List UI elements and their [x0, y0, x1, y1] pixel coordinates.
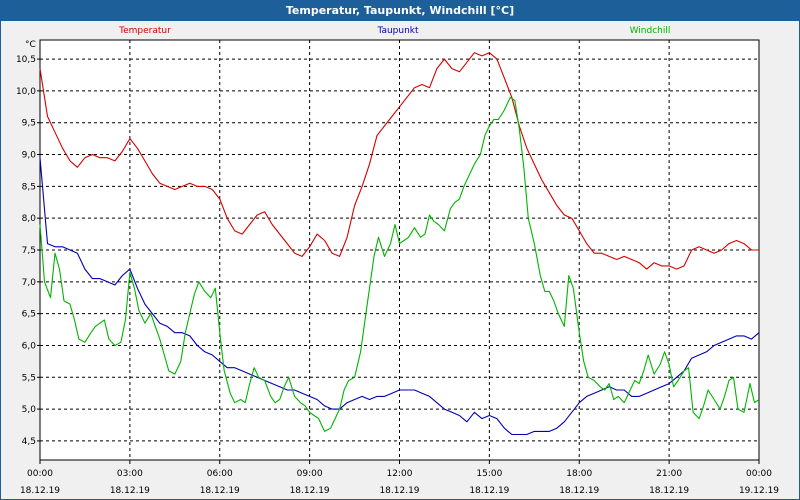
x-tick-time: 09:00: [297, 469, 323, 479]
x-tick-date: 18.12.19: [200, 486, 240, 496]
x-tick-time: 15:00: [476, 469, 502, 479]
y-tick-label: 6,5: [22, 310, 36, 320]
series-line-temperatur: [39, 52, 759, 270]
y-tick-label: 7,0: [22, 278, 37, 288]
legend-windchill: Windchill: [630, 26, 671, 36]
x-tick-time: 21:00: [656, 469, 682, 479]
x-tick-date: 18.12.19: [469, 486, 509, 496]
x-tick-time: 00:00: [746, 469, 772, 479]
x-tick-time: 18:00: [566, 469, 592, 479]
series-line-windchill: [39, 96, 760, 432]
x-tick-date: 18.12.19: [20, 486, 60, 496]
y-tick-label: 9,5: [22, 119, 36, 129]
x-tick-time: 06:00: [207, 469, 233, 479]
y-tick-label: 7,5: [22, 246, 36, 256]
y-tick-label: 10,5: [16, 55, 36, 65]
series-line-taupunkt: [39, 157, 760, 436]
grid: [40, 40, 759, 460]
y-tick-label: 6,0: [22, 341, 37, 351]
series-group: [39, 52, 760, 436]
y-tick-label: 4,5: [22, 437, 36, 447]
window-title: Temperatur, Taupunkt, Windchill [°C]: [1, 1, 799, 21]
y-tick-label: 5,5: [22, 373, 36, 383]
y-axis: 4,5 5,0 5,5 6,0 6,5 7,0 7,5 8,0 8,5 9,0 9,5 10,0 10,…: [16, 55, 40, 447]
x-tick-date: 18.12.19: [559, 486, 599, 496]
x-tick-date: 18.12.19: [290, 486, 330, 496]
x-tick-date: 18.12.19: [110, 486, 150, 496]
x-tick-time: 00:00: [27, 469, 53, 479]
y-tick-label: 9,0: [22, 151, 37, 161]
x-axis: 00:00 18.12.19 03:00 18.12.19 06:00 18.12.19 0…: [20, 460, 779, 496]
y-tick-label: 8,0: [22, 214, 37, 224]
y-axis-unit: °C: [25, 40, 36, 50]
x-tick-date: 18.12.19: [379, 486, 419, 496]
x-tick-date: 18.12.19: [649, 486, 689, 496]
legend: Temperatur Taupunkt Windchill: [118, 26, 670, 36]
x-tick-time: 03:00: [117, 469, 143, 479]
legend-temperatur: Temperatur: [118, 26, 171, 36]
y-tick-label: 5,0: [22, 405, 37, 415]
y-tick-label: 10,0: [16, 87, 36, 97]
x-tick-time: 12:00: [387, 469, 413, 479]
y-tick-label: 8,5: [22, 182, 36, 192]
x-tick-date: 19.12.19: [739, 486, 779, 496]
legend-taupunkt: Taupunkt: [376, 26, 419, 36]
